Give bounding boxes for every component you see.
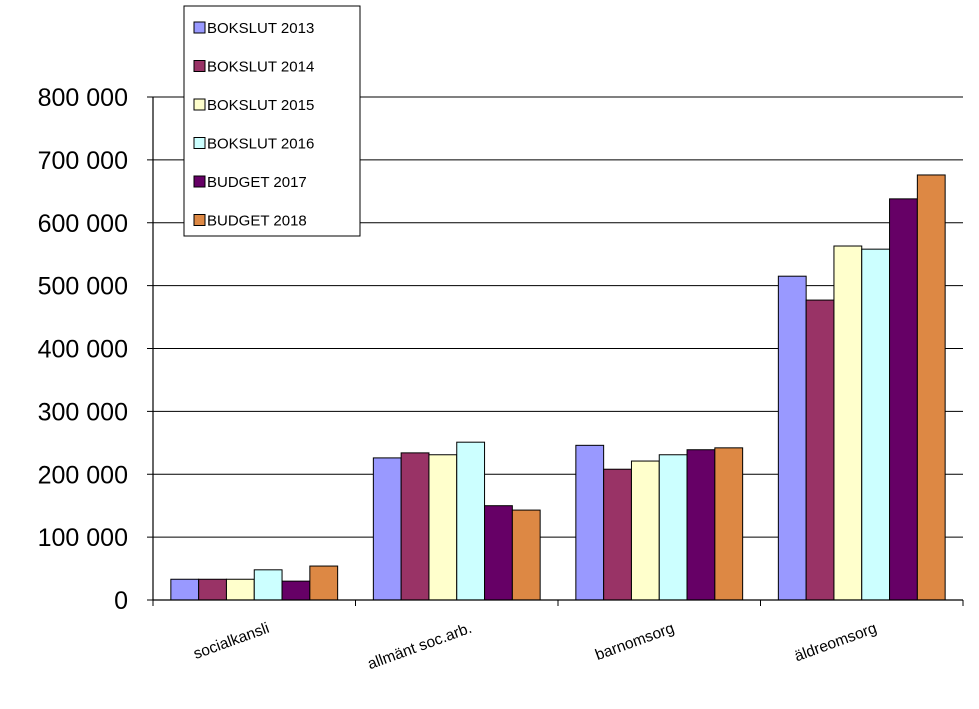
bar (170, 578, 200, 601)
legend-label: BOKSLUT 2015 (207, 97, 314, 114)
y-tick-label: 800 000 (38, 84, 128, 112)
legend-swatch (193, 175, 206, 188)
bar (511, 509, 541, 601)
y-tick-label: 200 000 (38, 461, 128, 489)
x-category-label: socialkansli (191, 620, 271, 663)
legend-label: BOKSLUT 2013 (207, 20, 314, 37)
bar (714, 447, 744, 601)
legend-swatch (193, 214, 206, 226)
bar (603, 468, 632, 601)
bar (400, 452, 430, 601)
x-axis-labels: socialkansli allmänt soc.arb. barnomsorg äl… (191, 620, 879, 673)
y-tick-label: 0 (114, 587, 128, 615)
axes (152, 97, 964, 606)
bar (833, 245, 863, 601)
y-tick-label: 600 000 (38, 210, 128, 238)
x-category-label: allmänt soc.arb. (365, 620, 474, 673)
legend-box (183, 5, 361, 237)
bar (309, 565, 339, 601)
legend-swatch (193, 137, 206, 149)
bar (777, 275, 807, 601)
bar (225, 578, 255, 601)
legend: BOKSLUT 2013 BOKSLUT 2014 BOKSLUT 2015 BOKS… (183, 5, 361, 237)
y-tick-label: 700 000 (38, 147, 128, 175)
bar (630, 460, 660, 601)
legend-swatch (193, 21, 206, 34)
y-tick-label: 400 000 (38, 336, 128, 364)
bar (916, 174, 946, 601)
x-category-label: barnomsorg (593, 620, 677, 664)
bars (170, 174, 946, 601)
y-tick-label: 300 000 (38, 398, 128, 426)
legend-swatch (193, 98, 206, 111)
legend-swatch (193, 60, 206, 72)
bar (889, 198, 918, 601)
bar (861, 248, 891, 601)
bar (805, 299, 835, 601)
y-axis-ticks: 0 100 000 200 000 300 000 400 000 500 000 600 … (38, 84, 153, 615)
bar (198, 578, 227, 601)
legend-label: BUDGET 2018 (207, 213, 307, 230)
y-tick-label: 500 000 (38, 273, 128, 301)
bar (658, 454, 688, 601)
bar (253, 569, 283, 601)
legend-label: BOKSLUT 2016 (207, 136, 314, 153)
bar (484, 505, 513, 601)
bar (686, 449, 716, 601)
legend-label: BUDGET 2017 (207, 174, 307, 191)
bar (281, 580, 311, 601)
legend-label: BOKSLUT 2014 (207, 59, 314, 76)
bar (428, 454, 458, 601)
bar (575, 444, 605, 601)
x-category-label: äldreomsorg (792, 620, 879, 665)
y-tick-label: 100 000 (38, 524, 128, 552)
bar (372, 457, 402, 601)
bar (456, 441, 486, 601)
